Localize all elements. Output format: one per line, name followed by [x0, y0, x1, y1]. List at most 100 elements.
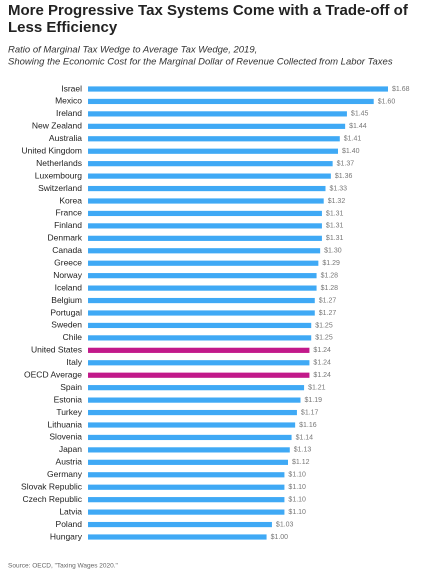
- category-label: United States: [31, 345, 82, 355]
- category-label: Slovenia: [49, 432, 82, 442]
- bar: [88, 297, 315, 304]
- bar: [88, 111, 347, 117]
- category-label: Korea: [59, 195, 82, 205]
- category-label: Czech Republic: [22, 494, 82, 504]
- bar: [88, 335, 312, 341]
- value-label: $1.37: [337, 161, 355, 168]
- category-label: Greece: [54, 257, 82, 267]
- bar: [88, 260, 319, 266]
- category-label: Germany: [47, 469, 83, 479]
- category-label: Mexico: [55, 96, 82, 106]
- bar: [88, 161, 333, 167]
- category-label: Italy: [66, 357, 82, 367]
- value-label: $1.10: [288, 497, 306, 504]
- bar: [88, 185, 326, 192]
- bar: [88, 397, 301, 403]
- category-label: Australia: [49, 133, 82, 143]
- source: Source: OECD, "Taxing Wages 2020.": [8, 563, 119, 570]
- bar: [88, 509, 285, 515]
- bar: [88, 223, 322, 229]
- category-label: Norway: [53, 270, 83, 280]
- bar: [88, 534, 267, 540]
- bar: [88, 322, 312, 329]
- category-label: OECD Average: [24, 369, 82, 379]
- category-label: Luxembourg: [35, 170, 83, 180]
- value-label: $1.13: [294, 447, 312, 454]
- value-label: $1.25: [315, 322, 333, 329]
- bar: [88, 434, 292, 441]
- category-label: New Zealand: [32, 121, 82, 131]
- bar: [88, 148, 338, 154]
- bar: [88, 136, 340, 142]
- bar: [88, 497, 285, 503]
- value-label: $1.28: [321, 285, 339, 292]
- value-label: $1.45: [351, 111, 369, 118]
- bar: [88, 198, 324, 204]
- value-label: $1.10: [288, 484, 306, 491]
- bar: [88, 385, 305, 391]
- category-label: Iceland: [55, 282, 83, 292]
- value-label: $1.19: [305, 397, 323, 404]
- value-label: $1.33: [330, 185, 348, 192]
- bar: [88, 472, 285, 478]
- bar: [88, 86, 388, 92]
- bar: [88, 123, 346, 129]
- value-label: $1.10: [288, 472, 306, 479]
- value-label: $1.31: [326, 235, 344, 242]
- value-label: $1.16: [299, 422, 317, 429]
- category-label: Spain: [60, 382, 82, 392]
- chart-title: More Progressive Tax Systems Come with a…: [8, 2, 408, 36]
- category-label: Japan: [59, 444, 82, 454]
- bar: [88, 173, 331, 179]
- bar: [88, 210, 322, 217]
- value-label: $1.17: [301, 409, 319, 416]
- category-label: Austria: [56, 457, 83, 467]
- category-label: Denmark: [48, 233, 83, 243]
- subtitle: Showing the Economic Cost for the Margin…: [8, 57, 393, 68]
- value-label: $1.14: [296, 434, 314, 441]
- category-label: Lithuania: [47, 419, 82, 429]
- bar: [88, 273, 317, 279]
- bar: [88, 372, 310, 378]
- category-label: Turkey: [56, 407, 82, 417]
- category-label: Slovak Republic: [21, 481, 83, 491]
- value-label: $1.27: [319, 297, 337, 304]
- value-label: $1.24: [313, 372, 331, 379]
- bar: [88, 521, 272, 528]
- value-label: $1.24: [313, 360, 331, 367]
- value-label: $1.40: [342, 148, 360, 155]
- category-label: France: [56, 208, 83, 218]
- value-label: $1.27: [319, 310, 337, 317]
- category-label: Belgium: [51, 295, 82, 305]
- value-label: $1.30: [324, 248, 342, 255]
- bar: [88, 422, 296, 428]
- value-label: $1.24: [313, 347, 331, 354]
- value-label: $1.31: [326, 210, 344, 217]
- value-label: $1.68: [392, 86, 410, 93]
- category-label: Estonia: [54, 394, 83, 404]
- value-label: $1.60: [378, 98, 396, 105]
- value-label: $1.41: [344, 136, 362, 143]
- bar: [88, 235, 322, 241]
- bar: [88, 347, 310, 353]
- bar: [88, 285, 317, 291]
- value-label: $1.25: [315, 335, 333, 342]
- category-label: Ireland: [56, 108, 82, 118]
- value-label: $1.36: [335, 173, 353, 180]
- bar: [88, 360, 310, 366]
- category-label: Sweden: [51, 320, 82, 330]
- value-label: $1.03: [276, 521, 294, 528]
- category-label: Switzerland: [38, 183, 82, 193]
- bar: [88, 409, 297, 416]
- bar: [88, 248, 321, 254]
- value-label: $1.31: [326, 223, 344, 230]
- category-label: Finland: [54, 220, 82, 230]
- category-label: Israel: [61, 83, 82, 93]
- value-label: $1.10: [288, 509, 306, 516]
- category-label: Portugal: [50, 307, 82, 317]
- value-label: $1.44: [349, 123, 367, 130]
- bar: [88, 98, 374, 105]
- value-label: $1.29: [322, 260, 340, 267]
